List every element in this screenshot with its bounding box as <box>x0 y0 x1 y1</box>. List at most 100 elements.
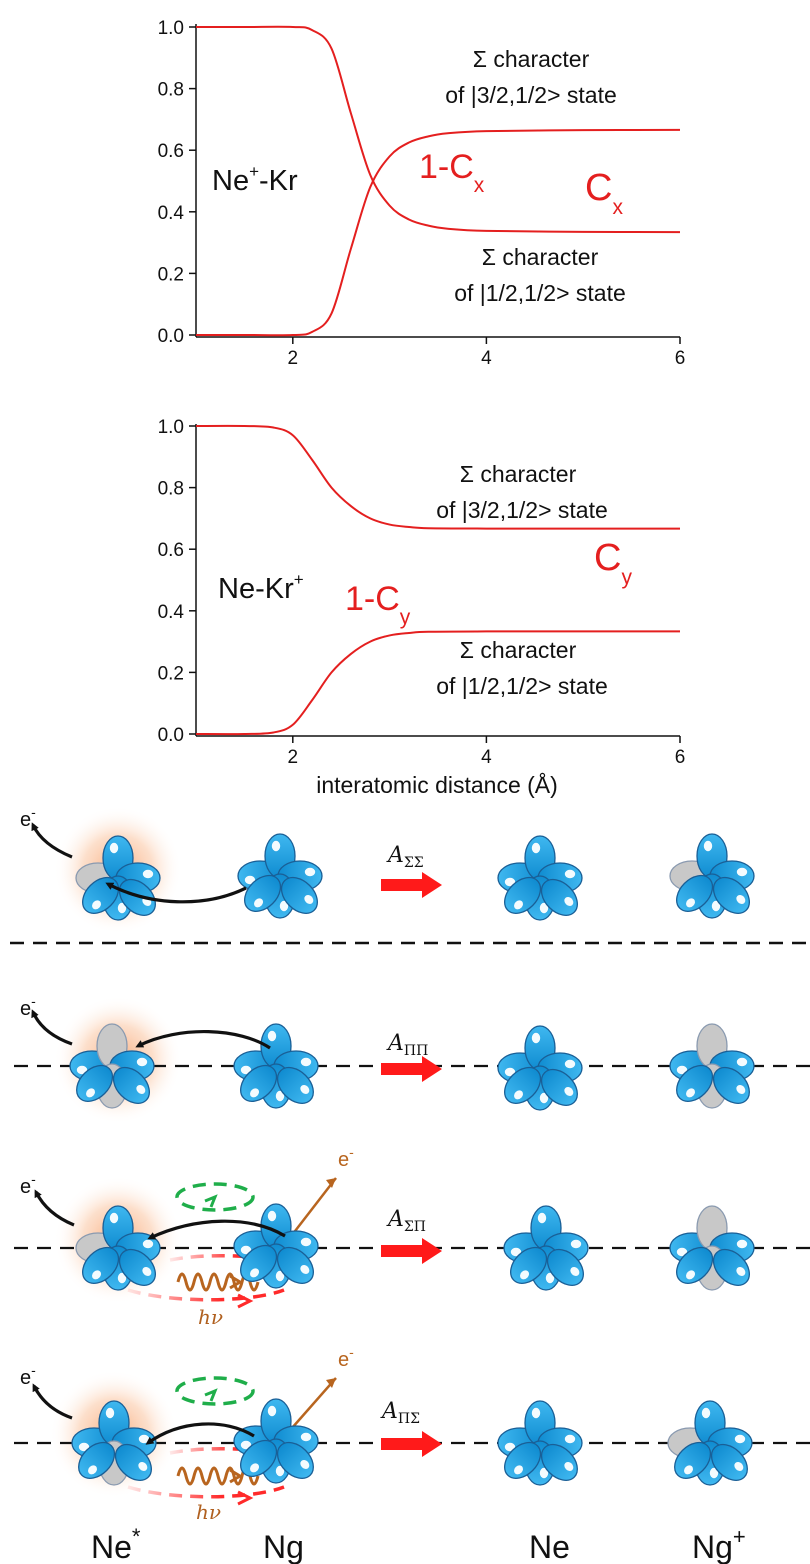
chart1-annotation-bottom-line1: Σ character <box>482 244 599 270</box>
y-tick-label: 1.0 <box>158 18 184 39</box>
chart1-lower-curve-label: 1-Cx <box>419 148 485 197</box>
transfer-arrow <box>381 1056 442 1082</box>
y-tick-label: 0.4 <box>158 602 185 623</box>
orbital-lobe <box>276 1246 314 1284</box>
penning-electron-label-row3: e- <box>338 1144 354 1171</box>
orbital-lobe <box>276 1066 314 1104</box>
atom-ng-plus-row4 <box>667 1400 753 1486</box>
orbital-lobe <box>118 1248 156 1286</box>
exchange-loop-head <box>204 1388 218 1402</box>
atom-ng-plus-row2 <box>669 1023 755 1109</box>
y-tick-label: 0.6 <box>158 141 184 162</box>
atom-ne-star-row2 <box>69 1023 155 1109</box>
orbital-lobe <box>82 1246 120 1284</box>
chart2-lower-curve-label: 1-Cy <box>345 580 411 629</box>
orbital-lobe <box>504 876 542 914</box>
x-tick-label: 6 <box>675 348 686 369</box>
y-tick-label: 0.2 <box>158 264 184 285</box>
penning-electron-head <box>326 1378 336 1388</box>
atom-ng-row3 <box>233 1203 319 1289</box>
y-tick-label: 0.4 <box>158 203 185 224</box>
emitted-electron-arrow-row4 <box>32 1383 73 1420</box>
orbital-lobe <box>504 1441 542 1479</box>
photon-arc-upper <box>169 1446 283 1457</box>
label-ne: Ne <box>529 1529 570 1564</box>
chart2-annotation-top-line2: of |3/2,1/2> state <box>436 497 608 523</box>
electron-label-row1: e- <box>20 804 36 831</box>
orbital-lobe <box>276 1441 314 1479</box>
chart1-annotation-bottom-line2: of |1/2,1/2> state <box>454 280 626 306</box>
atom-ne-row4 <box>497 1400 583 1486</box>
label-ng-plus: Ng+ <box>692 1524 746 1564</box>
amplitude-label-pp: AΠΠ <box>386 1031 428 1059</box>
x-tick-label: 2 <box>288 747 299 768</box>
amplitude-label-ss: AΣΣ <box>386 843 424 871</box>
orbital-lobe <box>540 878 578 916</box>
electron-transfer-arrow-row2 <box>135 1030 271 1050</box>
atom-ng-row4 <box>233 1398 319 1484</box>
orbital-lobe <box>676 1064 714 1102</box>
chart2-molecule-label: Ne-Kr+ <box>218 570 304 605</box>
orbital-lobe <box>280 876 318 914</box>
exchange-loop <box>175 1376 255 1406</box>
orbital-lobe <box>712 1066 750 1104</box>
amplitude-label-sp: AΣΠ <box>386 1207 426 1235</box>
chart2-upper-curve-label: Cy <box>594 537 632 589</box>
transfer-arrow <box>381 1238 442 1264</box>
orbital-lobe <box>504 1066 542 1104</box>
exchange-loop <box>175 1182 255 1212</box>
series-line-C_y <box>195 424 680 530</box>
series-line-1-C_x <box>196 128 681 337</box>
transfer-diagram: AΣΣ AΠΠ AΣΠ AΠΣ e- e- e- e- e- e- hν hν … <box>10 804 810 1564</box>
chart2-annotation-bottom-line1: Σ character <box>460 637 577 663</box>
orbital-lobe <box>78 1441 116 1479</box>
orbital-lobe <box>712 1248 750 1286</box>
photon-arc-upper <box>169 1253 283 1264</box>
y-tick-label: 0.0 <box>158 725 184 746</box>
chart1-upper-curve-label: Cx <box>585 167 623 219</box>
electron-transfer-arrow-row4 <box>145 1422 255 1445</box>
orbital-lobe <box>240 1064 278 1102</box>
orbital-lobe <box>546 1248 584 1286</box>
amplitude-label-ps: AΠΣ <box>380 1399 420 1427</box>
atom-ne-row2 <box>497 1025 583 1111</box>
electron-transfer-arrow-row3 <box>147 1219 286 1240</box>
series-line-C_x <box>195 25 681 234</box>
photon-arc-head <box>237 1490 254 1506</box>
orbital-lobe <box>676 874 714 912</box>
x-tick-label: 4 <box>481 747 492 768</box>
chart1-axes <box>195 24 680 338</box>
atom-ng-plus-row1 <box>669 833 755 919</box>
orbital-lobe <box>674 1441 712 1479</box>
photon-label-row4: hν <box>196 1500 221 1524</box>
y-tick-label: 0.0 <box>158 326 184 347</box>
chart-ne-kr-plus: 0.0 0.2 0.4 0.6 0.8 1.0 2 4 6 Σ character of |3… <box>158 417 686 798</box>
penning-electron-arrow <box>291 1177 337 1236</box>
y-tick-label: 1.0 <box>158 417 184 438</box>
transfer-arrow <box>381 1431 442 1457</box>
electron-label-row4: e- <box>20 1362 36 1389</box>
y-tick-label: 0.6 <box>158 540 184 561</box>
y-tick-label: 0.8 <box>158 479 184 500</box>
chart1-molecule-label: Ne+-Kr <box>212 162 298 197</box>
photon-label-row3: hν <box>198 1305 223 1329</box>
label-ng: Ng <box>263 1529 304 1564</box>
orbital-lobe <box>540 1068 578 1106</box>
orbital-lobe <box>676 1246 714 1284</box>
electron-transfer-arrow-row1 <box>105 882 247 904</box>
penning-electron-label-row4: e- <box>338 1344 354 1371</box>
penning-electron-head <box>326 1178 336 1188</box>
chart-ne-plus-kr: 0.0 0.2 0.4 0.6 0.8 1.0 2 4 6 Σ character of |3… <box>158 18 686 369</box>
orbital-lobe <box>114 1443 152 1481</box>
orbital-lobe <box>118 878 156 916</box>
penning-electron-arrow <box>291 1377 337 1429</box>
orbital-lobe <box>510 1246 548 1284</box>
orbital-lobe <box>244 874 282 912</box>
transfer-arrow <box>381 872 442 898</box>
exchange-loop-head <box>204 1194 218 1208</box>
chart2-axes <box>195 424 680 737</box>
chart2-annotation-top-line1: Σ character <box>460 461 577 487</box>
atom-ng-plus-row3 <box>669 1205 755 1291</box>
atom-ng-row2 <box>233 1023 319 1109</box>
